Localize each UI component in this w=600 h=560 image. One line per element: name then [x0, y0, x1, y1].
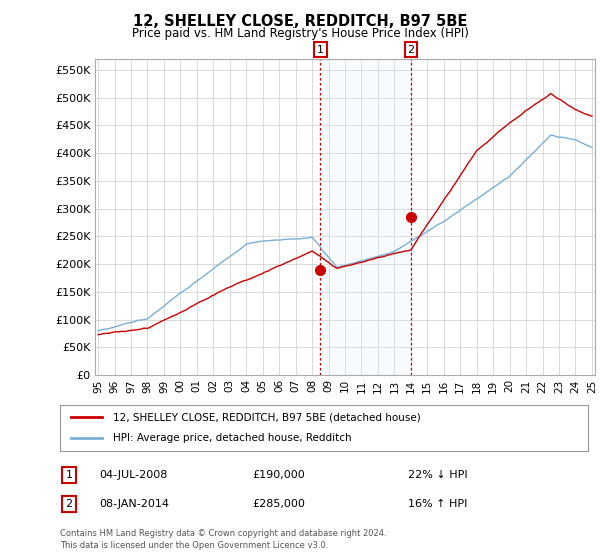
Text: 1: 1	[317, 45, 324, 55]
Text: 16% ↑ HPI: 16% ↑ HPI	[408, 499, 467, 509]
Text: 2: 2	[407, 45, 415, 55]
Text: Contains HM Land Registry data © Crown copyright and database right 2024.
This d: Contains HM Land Registry data © Crown c…	[60, 529, 386, 550]
Text: £285,000: £285,000	[252, 499, 305, 509]
Text: 12, SHELLEY CLOSE, REDDITCH, B97 5BE: 12, SHELLEY CLOSE, REDDITCH, B97 5BE	[133, 14, 467, 29]
Text: 22% ↓ HPI: 22% ↓ HPI	[408, 470, 467, 480]
Text: Price paid vs. HM Land Registry's House Price Index (HPI): Price paid vs. HM Land Registry's House …	[131, 27, 469, 40]
Text: 1: 1	[65, 470, 73, 480]
Bar	[320, 59, 411, 375]
Text: 2: 2	[65, 499, 73, 509]
Text: 04-JUL-2008: 04-JUL-2008	[99, 470, 167, 480]
Text: 08-JAN-2014: 08-JAN-2014	[99, 499, 169, 509]
Text: £190,000: £190,000	[252, 470, 305, 480]
Text: HPI: Average price, detached house, Redditch: HPI: Average price, detached house, Redd…	[113, 433, 352, 444]
Text: 12, SHELLEY CLOSE, REDDITCH, B97 5BE (detached house): 12, SHELLEY CLOSE, REDDITCH, B97 5BE (de…	[113, 412, 421, 422]
